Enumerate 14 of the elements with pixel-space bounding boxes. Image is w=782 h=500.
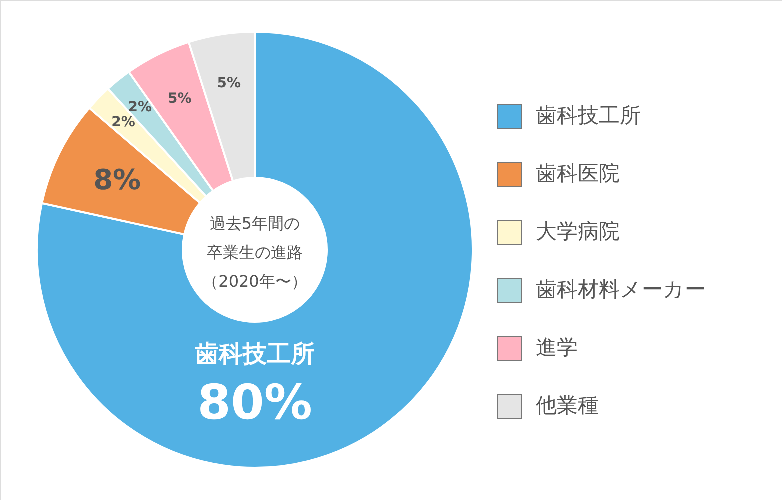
- legend-label: 大学病院: [536, 220, 620, 244]
- data-label: 歯科技工所 80%: [194, 340, 315, 431]
- data-label: 5%: [217, 76, 242, 92]
- data-label: 8%: [94, 163, 142, 196]
- legend-label: 他業種: [536, 394, 599, 418]
- legend-label: 歯科技工所: [536, 104, 641, 128]
- legend-label: 進学: [536, 336, 578, 360]
- legend-label: 歯科材料メーカー: [536, 278, 706, 302]
- text: 過去5年間の卒業生の進路（2020年〜）: [202, 214, 308, 291]
- data-label: 2%: [112, 114, 136, 130]
- legend-label: 歯科医院: [536, 162, 620, 186]
- data-label: 5%: [168, 91, 192, 108]
- donut-slice: [36, 31, 474, 469]
- data-label: 2%: [128, 99, 152, 116]
